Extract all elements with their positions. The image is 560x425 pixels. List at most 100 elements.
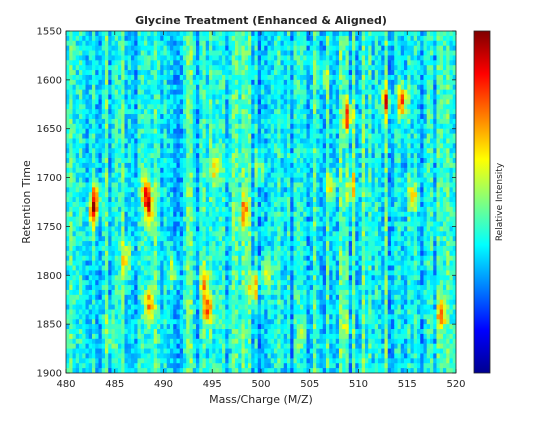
heatmap-cell [140, 280, 145, 286]
heatmap-cell [199, 343, 204, 350]
heatmap-cell [111, 84, 116, 91]
heatmap-cell [118, 148, 122, 154]
heatmap-cell [101, 133, 106, 140]
heatmap-cell [270, 226, 275, 232]
heatmap-cell [179, 231, 184, 237]
heatmap-cell [157, 158, 161, 164]
heatmap-cell [82, 60, 87, 66]
heatmap-cell [173, 31, 178, 37]
heatmap-cell [134, 221, 139, 228]
heatmap-cell [267, 338, 272, 345]
heatmap-cell [127, 94, 132, 100]
heatmap-cell [140, 35, 145, 42]
heatmap-cell [277, 280, 282, 286]
heatmap-cell [82, 206, 87, 213]
heatmap-cell [290, 309, 295, 315]
heatmap-cell [157, 338, 161, 345]
heatmap-cell [95, 60, 100, 66]
heatmap-cell [186, 118, 191, 125]
heatmap-cell [69, 221, 74, 228]
heatmap-cell [228, 84, 233, 91]
heatmap-cell [280, 148, 285, 154]
heatmap-cell [157, 221, 161, 228]
heatmap-cell [98, 35, 103, 42]
heatmap-cell [131, 226, 135, 232]
heatmap-cell [134, 231, 139, 237]
heatmap-cell [153, 206, 158, 213]
heatmap-cell [160, 275, 165, 281]
heatmap-cell [101, 216, 106, 223]
heatmap-cell [186, 133, 191, 140]
heatmap-cell [82, 280, 87, 286]
heatmap-cell [163, 118, 168, 125]
heatmap-cell [270, 118, 275, 125]
heatmap-cell [222, 70, 226, 76]
heatmap-cell [283, 309, 288, 315]
heatmap-cell [238, 94, 243, 100]
heatmap-cell [157, 231, 161, 237]
heatmap-cell [241, 89, 246, 96]
heatmap-cell [248, 226, 252, 232]
heatmap-cell [257, 319, 262, 325]
heatmap-cell [69, 50, 74, 57]
heatmap-cell [69, 353, 74, 359]
heatmap-cell [170, 118, 174, 125]
heatmap-cell [147, 143, 152, 149]
heatmap-cell [293, 299, 298, 306]
heatmap-cell [131, 118, 135, 125]
heatmap-cell [261, 250, 265, 257]
heatmap-cell [157, 211, 161, 218]
heatmap-cell [186, 84, 191, 91]
heatmap-cell [261, 70, 265, 76]
heatmap-cell [274, 79, 278, 86]
heatmap-cell [196, 158, 200, 164]
heatmap-cell [137, 109, 142, 115]
heatmap-cell [127, 226, 132, 232]
heatmap-cell [124, 143, 129, 149]
heatmap-cell [66, 114, 70, 120]
heatmap-cell [257, 265, 262, 271]
heatmap-cell [241, 211, 246, 218]
heatmap-cell [108, 104, 113, 110]
heatmap-cell [127, 138, 132, 144]
heatmap-cell [118, 353, 122, 359]
heatmap-cell [121, 187, 126, 193]
heatmap-cell [280, 197, 285, 203]
heatmap-cell [251, 94, 256, 100]
heatmap-cell [69, 226, 74, 232]
heatmap-cell [118, 40, 122, 47]
heatmap-cell [137, 89, 142, 96]
heatmap-cell [261, 329, 265, 335]
heatmap-cell [196, 99, 200, 105]
heatmap-cell [238, 309, 243, 315]
heatmap-cell [173, 285, 178, 291]
heatmap-cell [235, 368, 239, 373]
heatmap-cell [75, 60, 80, 66]
heatmap-cell [228, 104, 233, 110]
heatmap-cell [257, 338, 262, 345]
heatmap-cell [160, 353, 165, 359]
heatmap-cell [118, 245, 122, 252]
heatmap-cell [66, 40, 70, 47]
heatmap-cell [186, 192, 191, 198]
heatmap-cell [82, 319, 87, 325]
heatmap-cell [270, 50, 275, 57]
heatmap-cell [248, 285, 252, 291]
heatmap-cell [95, 192, 100, 198]
heatmap-cell [134, 285, 139, 291]
heatmap-cell [199, 309, 204, 315]
heatmap-cell [251, 226, 256, 232]
heatmap-cell [72, 324, 77, 330]
heatmap-cell [166, 255, 171, 262]
heatmap-cell [290, 31, 295, 37]
heatmap-cell [134, 275, 139, 281]
heatmap-cell [215, 324, 220, 330]
heatmap-cell [118, 35, 122, 42]
heatmap-cell [257, 167, 262, 174]
heatmap-cell [157, 79, 161, 86]
heatmap-cell [79, 260, 83, 267]
heatmap-cell [92, 70, 96, 76]
heatmap-cell [215, 202, 220, 208]
heatmap-cell [212, 89, 217, 96]
